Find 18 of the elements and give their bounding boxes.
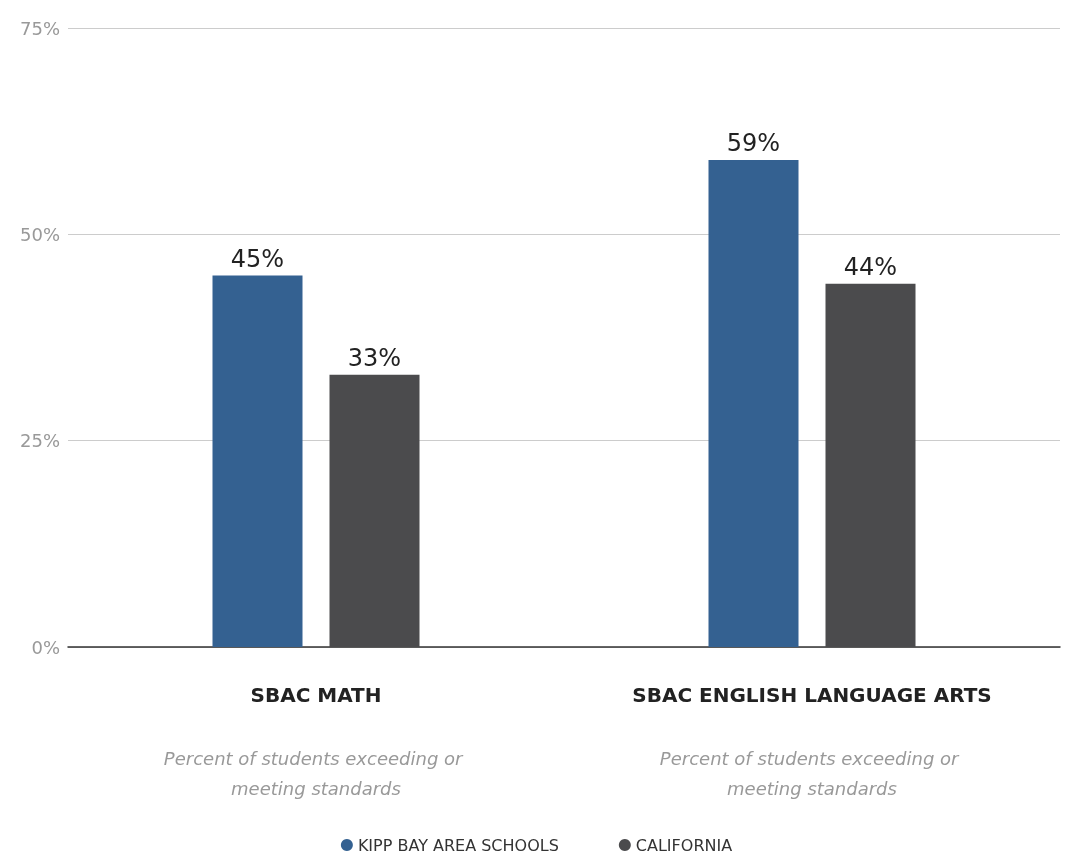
bar	[708, 160, 799, 647]
legend-label: CALIFORNIA	[635, 835, 733, 855]
y-tick-label: 0%	[31, 636, 60, 658]
data-label: 45%	[230, 244, 285, 273]
data-label: 44%	[843, 252, 898, 281]
data-label: 33%	[347, 343, 402, 372]
text: Percent of students exceeding or meeting standards	[163, 747, 469, 799]
legend-label: KIPP BAY AREA SCHOOLS	[357, 835, 559, 855]
bar	[212, 275, 303, 647]
y-tick-label: 75%	[19, 17, 60, 39]
y-tick-label: 25%	[19, 430, 60, 452]
x-tick-label: SBAC MATH	[250, 683, 382, 707]
text: Percent of students exceeding or meeting standards	[659, 747, 965, 799]
y-tick-label: 50%	[19, 223, 60, 245]
bar	[329, 374, 420, 647]
data-label: 59%	[726, 129, 781, 158]
x-tick-label: SBAC ENGLISH LANGUAGE ARTS	[632, 683, 992, 707]
bar	[825, 283, 916, 647]
